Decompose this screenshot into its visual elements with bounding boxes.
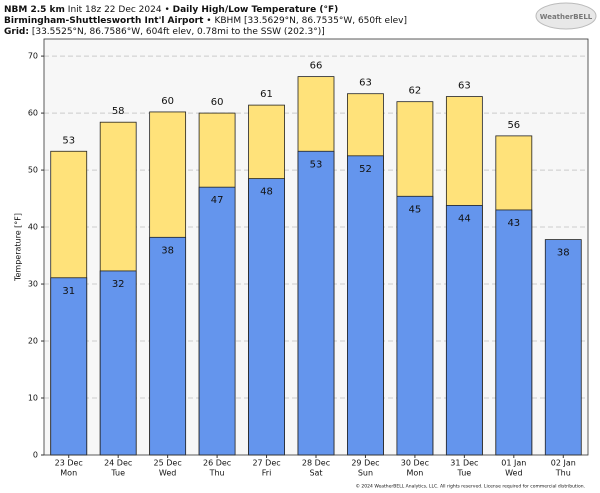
data-label: 63 bbox=[458, 81, 471, 92]
x-tick-weekday: Tue bbox=[110, 469, 125, 478]
bar bbox=[495, 209, 533, 456]
init: Init 18z 22 Dec 2024 bbox=[68, 5, 162, 15]
x-tick-weekday: Tue bbox=[457, 469, 472, 478]
logo-badge bbox=[535, 2, 597, 30]
x-tick-label: 28 Dec bbox=[302, 459, 330, 468]
footer: © 2024 WeatherBELL Analytics, LLC. All r… bbox=[356, 483, 586, 490]
data-label: 60 bbox=[211, 97, 224, 108]
x-tick-weekday: Thu bbox=[555, 469, 571, 478]
data-label: 31 bbox=[62, 286, 75, 297]
x-tick-label: 29 Dec bbox=[351, 459, 379, 468]
x-tick-label: 01 Jan bbox=[501, 459, 526, 468]
logo: WeatherBELL bbox=[540, 13, 593, 21]
y-tick-label: 30 bbox=[28, 280, 38, 289]
x-tick-weekday: Mon bbox=[406, 469, 423, 478]
data-label: 53 bbox=[310, 159, 323, 170]
data-label: 66 bbox=[310, 61, 323, 72]
chart-title: Daily High/Low Temperature (°F) bbox=[173, 5, 339, 15]
x-tick-weekday: Thu bbox=[209, 469, 225, 478]
y-tick-label: 20 bbox=[28, 337, 38, 346]
y-tick-label: 40 bbox=[28, 223, 38, 232]
data-label: 63 bbox=[359, 78, 372, 89]
y-tick-label: 70 bbox=[28, 52, 38, 61]
data-label: 56 bbox=[507, 120, 520, 131]
grid-label: Grid: bbox=[4, 27, 29, 37]
bar bbox=[149, 236, 187, 456]
model: NBM 2.5 km bbox=[4, 5, 65, 15]
data-label: 60 bbox=[161, 96, 174, 107]
x-tick-label: 30 Dec bbox=[401, 459, 429, 468]
data-label: 38 bbox=[161, 245, 174, 256]
header-line-1: NBM 2.5 km Init 18z 22 Dec 2024 • Daily … bbox=[4, 5, 338, 15]
bar bbox=[445, 204, 483, 456]
x-tick-label: 23 Dec bbox=[55, 459, 83, 468]
data-label: 47 bbox=[211, 195, 224, 206]
separator: • bbox=[206, 16, 211, 26]
station: Birmingham-Shuttlesworth Int'l Airport bbox=[4, 16, 204, 26]
x-tick-label: 25 Dec bbox=[154, 459, 182, 468]
x-tick-label: 26 Dec bbox=[203, 459, 231, 468]
bar bbox=[99, 270, 137, 456]
x-tick-label: 24 Dec bbox=[104, 459, 132, 468]
data-label: 62 bbox=[409, 86, 422, 97]
x-tick-weekday: Sun bbox=[358, 469, 373, 478]
bar bbox=[198, 186, 236, 456]
data-label: 45 bbox=[409, 204, 422, 215]
x-tick-label: 02 Jan bbox=[551, 459, 576, 468]
y-tick-label: 0 bbox=[33, 451, 38, 460]
data-label: 32 bbox=[112, 279, 125, 290]
data-label: 48 bbox=[260, 187, 273, 198]
x-tick-weekday: Mon bbox=[60, 469, 77, 478]
data-label: 43 bbox=[507, 218, 520, 229]
header-line-2: Birmingham-Shuttlesworth Int'l Airport •… bbox=[4, 16, 407, 26]
separator: • bbox=[164, 5, 169, 15]
grid-info: [33.5525°N, 86.7586°W, 604ft elev, 0.78m… bbox=[32, 27, 325, 37]
data-label: 61 bbox=[260, 89, 273, 100]
data-label: 52 bbox=[359, 164, 372, 175]
bar bbox=[544, 239, 582, 456]
station-info: KBHM [33.5629°N, 86.7535°W, 650ft elev] bbox=[214, 16, 406, 26]
x-tick-weekday: Wed bbox=[159, 469, 176, 478]
y-axis-label: Temperature [°F] bbox=[14, 213, 23, 282]
y-tick-label: 60 bbox=[28, 109, 38, 118]
data-label: 53 bbox=[62, 135, 75, 146]
bar bbox=[248, 178, 285, 456]
x-tick-label: 27 Dec bbox=[252, 459, 280, 468]
plot-frame bbox=[43, 38, 589, 456]
header-line-3: Grid: [33.5525°N, 86.7586°W, 604ft elev,… bbox=[4, 27, 325, 37]
data-label: 58 bbox=[112, 106, 125, 117]
y-tick-label: 10 bbox=[28, 394, 38, 403]
x-tick-weekday: Sat bbox=[309, 469, 322, 478]
bar bbox=[297, 150, 335, 456]
data-label: 38 bbox=[557, 248, 570, 259]
bar bbox=[396, 195, 434, 456]
bar bbox=[347, 155, 384, 456]
y-tick-label: 50 bbox=[28, 166, 38, 175]
x-tick-label: 31 Dec bbox=[450, 459, 478, 468]
data-label: 44 bbox=[458, 213, 471, 224]
x-tick-weekday: Wed bbox=[505, 469, 522, 478]
bar bbox=[50, 277, 88, 456]
x-tick-weekday: Fri bbox=[262, 469, 272, 478]
